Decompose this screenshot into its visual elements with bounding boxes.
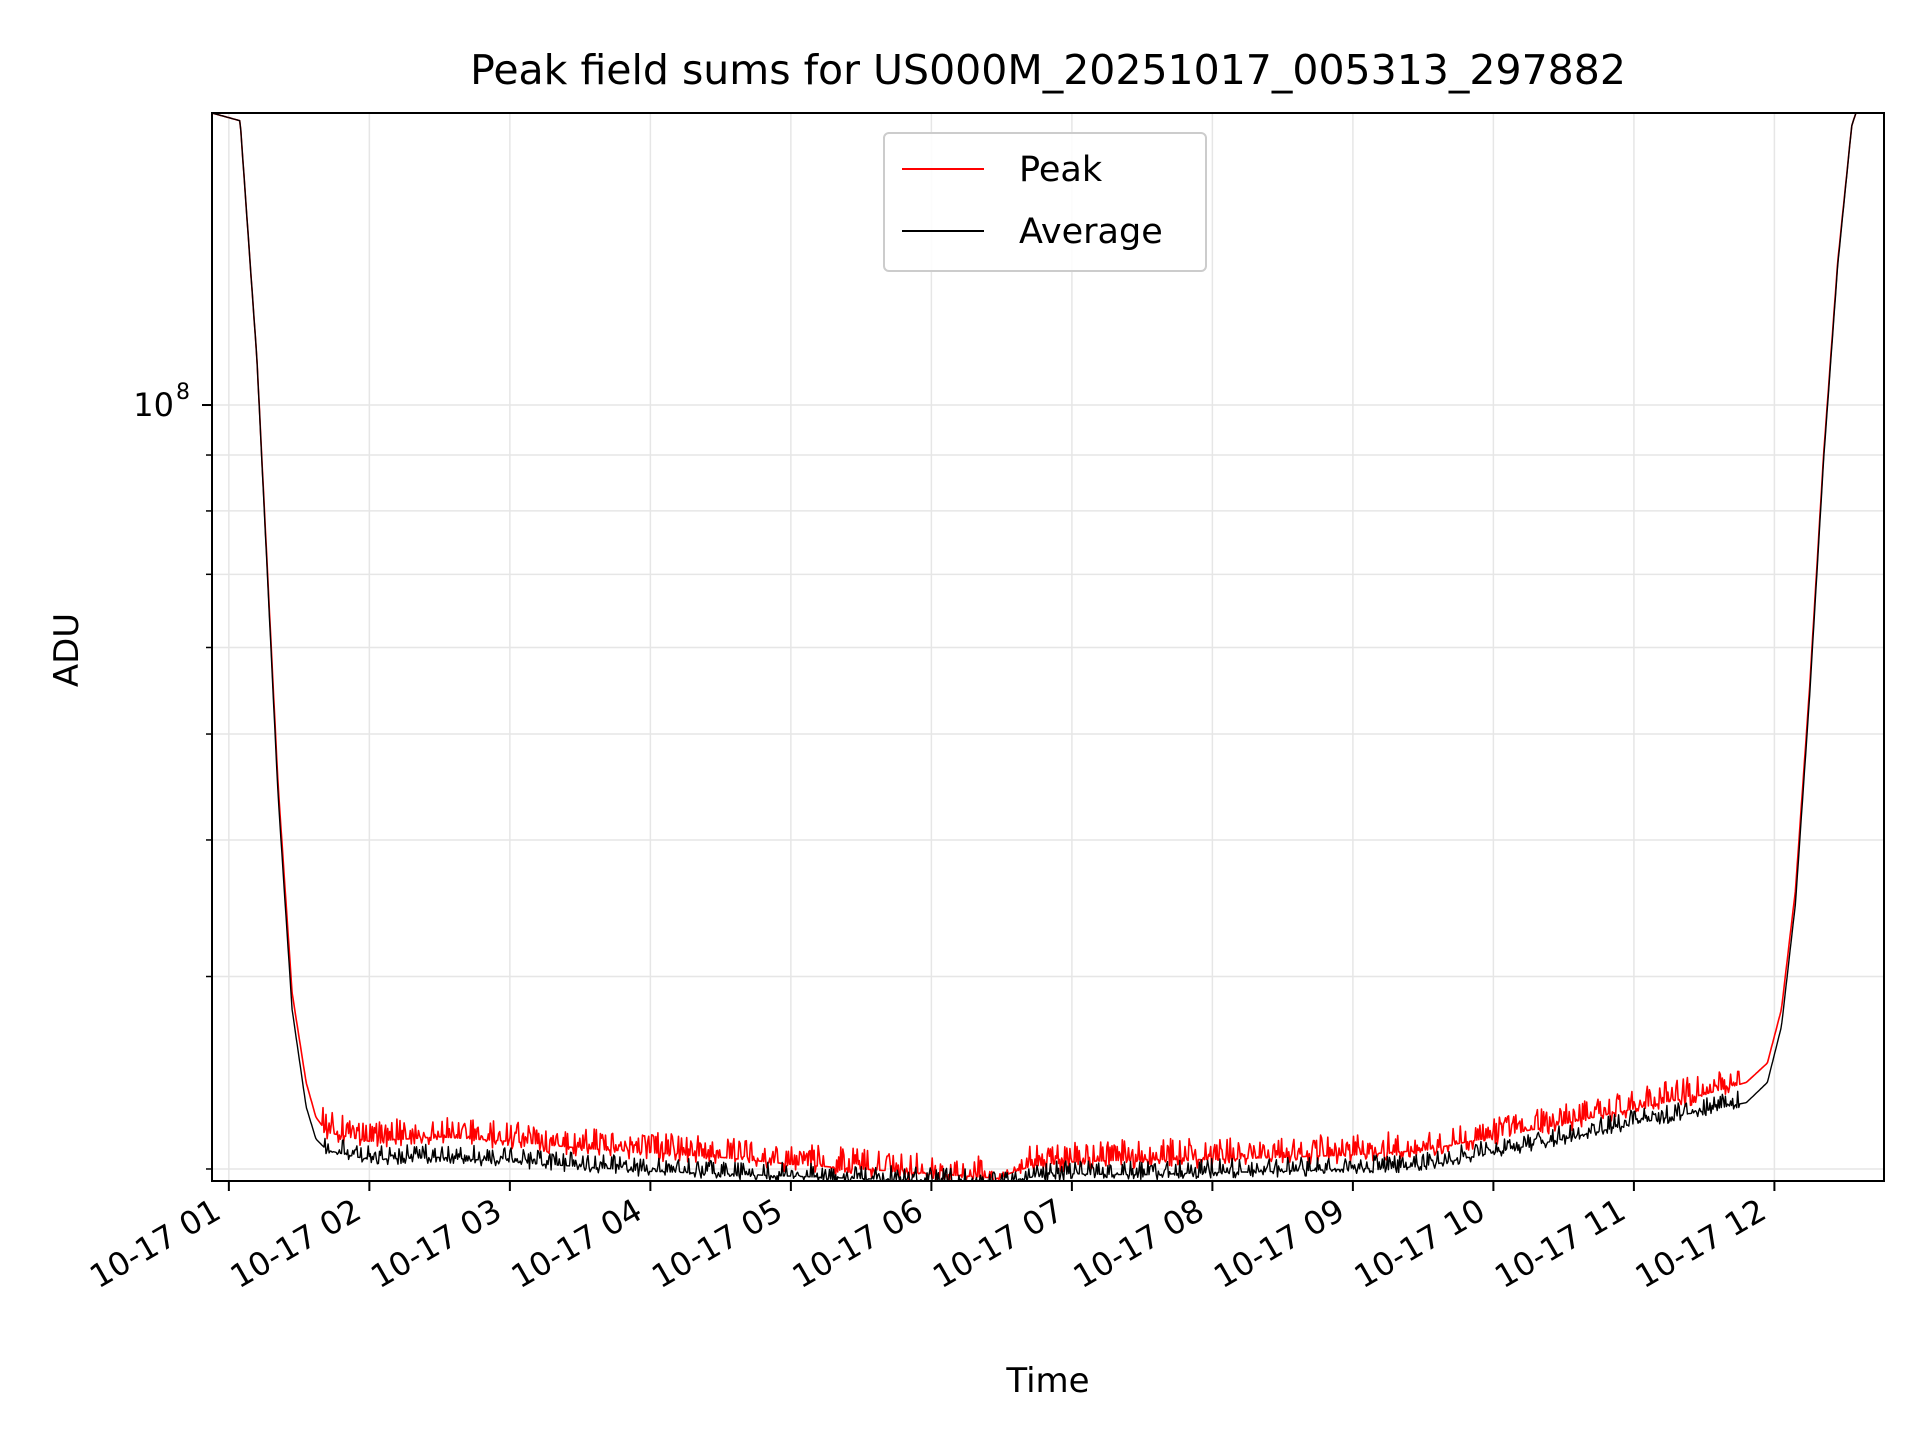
series-layer	[212, 113, 1857, 1181]
y-axis: 10 8	[133, 380, 212, 1170]
chart-title: Peak field sums for US000M_20251017_0053…	[470, 46, 1626, 94]
x-axis-label: Time	[1005, 1361, 1089, 1401]
y-axis-label: ADU	[47, 613, 87, 687]
legend-label-peak: Peak	[1019, 150, 1103, 190]
legend-box	[883, 132, 1207, 272]
grid	[212, 113, 1884, 1181]
legend: Peak Average	[883, 132, 1207, 272]
legend-label-average: Average	[1019, 212, 1163, 252]
series-line-average	[212, 113, 1857, 1181]
y-tick-label-exponent: 8	[176, 380, 190, 405]
y-tick-label-base: 10	[133, 386, 174, 424]
